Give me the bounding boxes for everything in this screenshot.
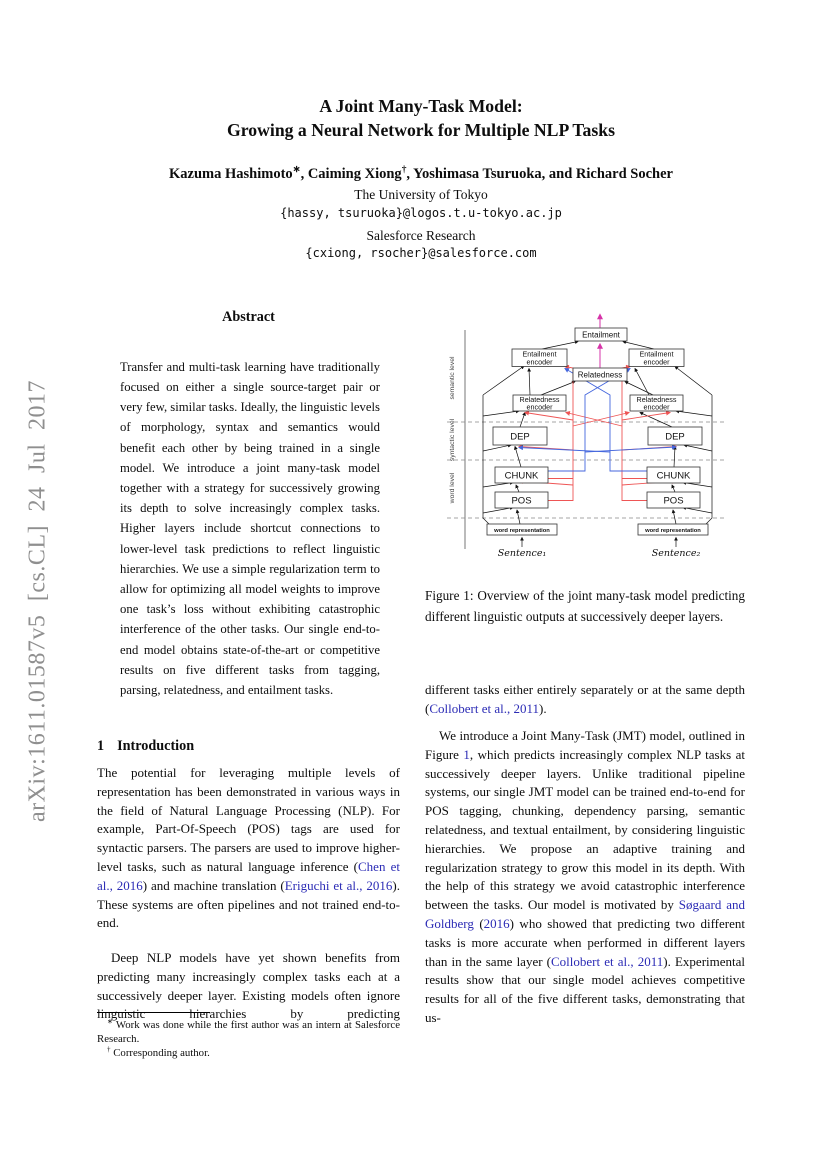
fig-box-dep-left xyxy=(492,426,548,446)
fig-box-dep-right xyxy=(647,426,703,446)
fig-label-word-representation-right: word representation xyxy=(644,528,701,534)
footnote-rule xyxy=(97,1012,210,1013)
intro-paragraph-4: We introduce a Joint Many-Task (JMT) mod… xyxy=(425,727,745,1028)
fig-label-chunk-left: CHUNK xyxy=(505,471,539,482)
fig-box-entailment-encoder-right xyxy=(628,348,685,367)
text-segment: The potential for leveraging multiple le… xyxy=(97,765,400,874)
fig-box-word-representation-left xyxy=(486,523,558,536)
intro-paragraph-1: The potential for leveraging multiple le… xyxy=(97,764,400,933)
fig-box-entailment-encoder-left xyxy=(511,348,568,367)
arxiv-watermark: arXiv:1611.01587v5 [cs.CL] 24 Jul 2017 xyxy=(24,379,51,823)
section-heading-introduction: 1 Introduction xyxy=(97,738,194,755)
citation-link[interactable]: Søgaard and Goldberg xyxy=(425,897,746,931)
abstract-text: Transfer and multi-task learning have tr… xyxy=(120,359,380,697)
superscript-marker: ∗ xyxy=(107,1017,113,1026)
text-segment: Corresponding author. xyxy=(110,1047,210,1059)
text-segment: Kazuma Hashimoto xyxy=(169,166,293,182)
fig-label-dep-right: DEP xyxy=(665,432,685,443)
fig-label-word-level: word level xyxy=(449,472,456,504)
text-segment: ). Experimental results show that our si… xyxy=(425,953,746,1025)
section-number: 1 xyxy=(97,738,105,754)
fig-connections-black xyxy=(482,340,713,547)
fig-box-chunk-left xyxy=(494,466,549,484)
abstract-heading: Abstract xyxy=(222,309,275,325)
fig-box-relatedness-encoder-right xyxy=(629,394,684,412)
fig-label-pos-right: POS xyxy=(663,496,683,507)
text-segment: , Yoshimasa Tsuruoka, and Richard Socher xyxy=(406,166,673,182)
citation-link[interactable]: 2016 xyxy=(483,915,510,931)
paper-title-line2: Growing a Neural Network for Multiple NL… xyxy=(227,120,615,140)
fig-label-semantic-level: semantic level xyxy=(449,356,456,400)
affiliation-university: The University of Tokyo xyxy=(354,187,488,202)
fig-box-entailment xyxy=(574,327,628,342)
text-segment: Deep NLP models have yet shown benefits … xyxy=(97,950,400,1022)
fig-label-relatedness-encoder-left-1: Relatedness xyxy=(520,395,560,404)
superscript-marker: † xyxy=(107,1045,111,1054)
fig-label-entailment-encoder-left-2: encoder xyxy=(527,358,554,367)
footnote-corresponding: † Corresponding author. xyxy=(97,1046,400,1060)
fig-label-relatedness: Relatedness xyxy=(578,371,622,380)
section-title: Introduction xyxy=(117,738,195,754)
citation-link[interactable]: Collobert et al., 2011 xyxy=(429,700,539,716)
fig-label-word-representation-left: word representation xyxy=(493,528,550,534)
fig-label-pos-left: POS xyxy=(511,496,531,507)
author-line: Kazuma Hashimoto∗, Caiming Xiong†, Yoshi… xyxy=(97,165,745,183)
text-segment: ( xyxy=(473,915,484,931)
text-segment: , which predicts increasingly complex NL… xyxy=(425,746,745,913)
fig-label-dep-left: DEP xyxy=(510,432,530,443)
citation-link[interactable]: Collobert et al., 2011 xyxy=(551,953,664,969)
fig-connections-blue xyxy=(518,367,677,472)
text-segment: different tasks either entirely separate… xyxy=(425,682,745,716)
fig-label-chunk-right: CHUNK xyxy=(657,471,691,482)
fig-box-word-representation-right xyxy=(637,523,709,536)
figure-1-diagram: semantic level syntactic level word leve… xyxy=(447,313,725,559)
fig-box-relatedness xyxy=(572,367,628,382)
email-salesforce: {cxiong, rsocher}@salesforce.com xyxy=(305,246,537,260)
fig-level-labels: semantic level syntactic level word leve… xyxy=(449,356,456,504)
text-segment: , Caiming Xiong xyxy=(300,166,402,182)
text-segment: ) who showed that predicting two differe… xyxy=(425,915,745,969)
fig-label-relatedness-encoder-right-1: Relatedness xyxy=(637,395,677,404)
fig-box-chunk-right xyxy=(646,466,701,484)
fig-label-entailment: Entailment xyxy=(582,331,621,340)
text-segment: ) and machine translation ( xyxy=(142,877,285,893)
fig-level-separators xyxy=(447,421,725,519)
text-segment: ). These systems are often pipelines and… xyxy=(97,877,401,931)
citation-link[interactable]: Eriguchi et al., 2016 xyxy=(284,877,393,893)
fig-label-sentence1: Sentence₁ xyxy=(498,548,547,559)
intro-paragraph-2: Deep NLP models have yet shown benefits … xyxy=(97,949,400,1024)
text-segment: Work was done while the first author was… xyxy=(97,1019,400,1046)
fig-box-relatedness-encoder-left xyxy=(512,394,567,412)
fig-label-entailment-encoder-right-2: encoder xyxy=(644,358,671,367)
footnote-intern: ∗ Work was done while the first author w… xyxy=(97,1018,400,1046)
fig-box-pos-left xyxy=(494,491,549,509)
fig-label-entailment-encoder-right-1: Entailment xyxy=(640,350,674,359)
text-segment: We introduce a Joint Many-Task (JMT) mod… xyxy=(425,728,745,762)
paper-title-line1: A Joint Many-Task Model: xyxy=(319,96,523,116)
text-segment: ). xyxy=(538,700,547,716)
figure-1: semantic level syntactic level word leve… xyxy=(425,300,827,590)
email-university: {hassy, tsuruoka}@logos.t.u-tokyo.ac.jp xyxy=(280,206,562,220)
affiliation-salesforce: Salesforce Research xyxy=(366,228,476,243)
superscript-marker: † xyxy=(401,165,407,176)
citation-link[interactable]: 1 xyxy=(463,746,470,762)
fig-label-sentence2: Sentence₂ xyxy=(652,548,701,559)
intro-paragraph-3: different tasks either entirely separate… xyxy=(425,681,745,719)
citation-link[interactable]: Chen et al., 2016 xyxy=(97,858,401,893)
fig-label-syntactic-level: syntactic level xyxy=(449,418,456,461)
figure-1-caption: Figure 1: Overview of the joint many-tas… xyxy=(425,588,745,624)
fig-label-relatedness-encoder-right-2: encoder xyxy=(644,403,671,412)
fig-label-relatedness-encoder-left-2: encoder xyxy=(527,403,554,412)
superscript-marker: ∗ xyxy=(292,165,301,176)
fig-box-pos-right xyxy=(646,491,701,509)
fig-label-entailment-encoder-left-1: Entailment xyxy=(523,350,557,359)
